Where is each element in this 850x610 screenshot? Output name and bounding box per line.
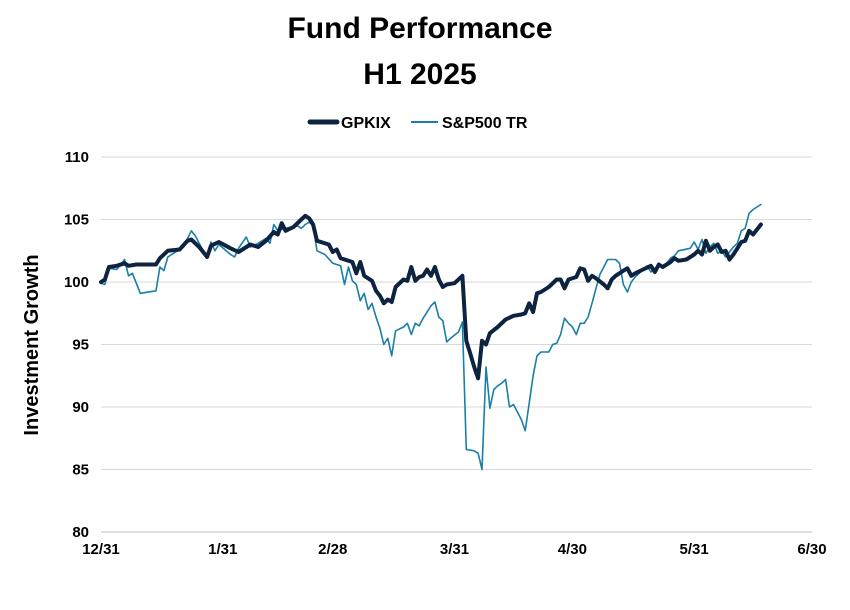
legend-label-sp500: S&P500 TR [442,115,528,132]
series-lines [99,203,763,471]
y-axis-title: Investment Growth [21,254,43,435]
x-axis-ticks: 12/31 1/31 2/28 3/31 4/30 5/31 6/30 [82,541,826,558]
y-tick-label: 100 [64,274,89,291]
series-line-sp500 [100,203,762,471]
y-tick-label: 105 [64,212,89,229]
y-tick-label: 95 [72,337,89,354]
series-line-gpkix [99,213,763,381]
y-axis-ticks: 80 85 90 95 100 105 110 [64,149,89,541]
legend-label-gpkix: GPKIX [341,115,391,132]
y-tick-label: 90 [72,399,89,416]
y-tick-label: 110 [65,149,89,166]
legend: GPKIX S&P500 TR [307,115,528,132]
chart-title-line-2: H1 2025 [363,58,476,91]
x-tick-label: 3/31 [440,541,469,558]
x-tick-label: 12/31 [82,541,120,558]
x-tick-label: 6/30 [797,541,826,558]
x-tick-label: 5/31 [680,541,709,558]
chart-title-line-1: Fund Performance [287,12,552,45]
legend-item-sp500: S&P500 TR [411,115,528,132]
legend-item-gpkix: GPKIX [307,115,391,132]
x-tick-label: 1/31 [208,541,237,558]
x-tick-label: 4/30 [558,541,587,558]
y-tick-label: 85 [72,462,89,479]
gridlines [101,156,812,533]
y-tick-label: 80 [72,524,89,541]
x-tick-label: 2/28 [318,541,347,558]
